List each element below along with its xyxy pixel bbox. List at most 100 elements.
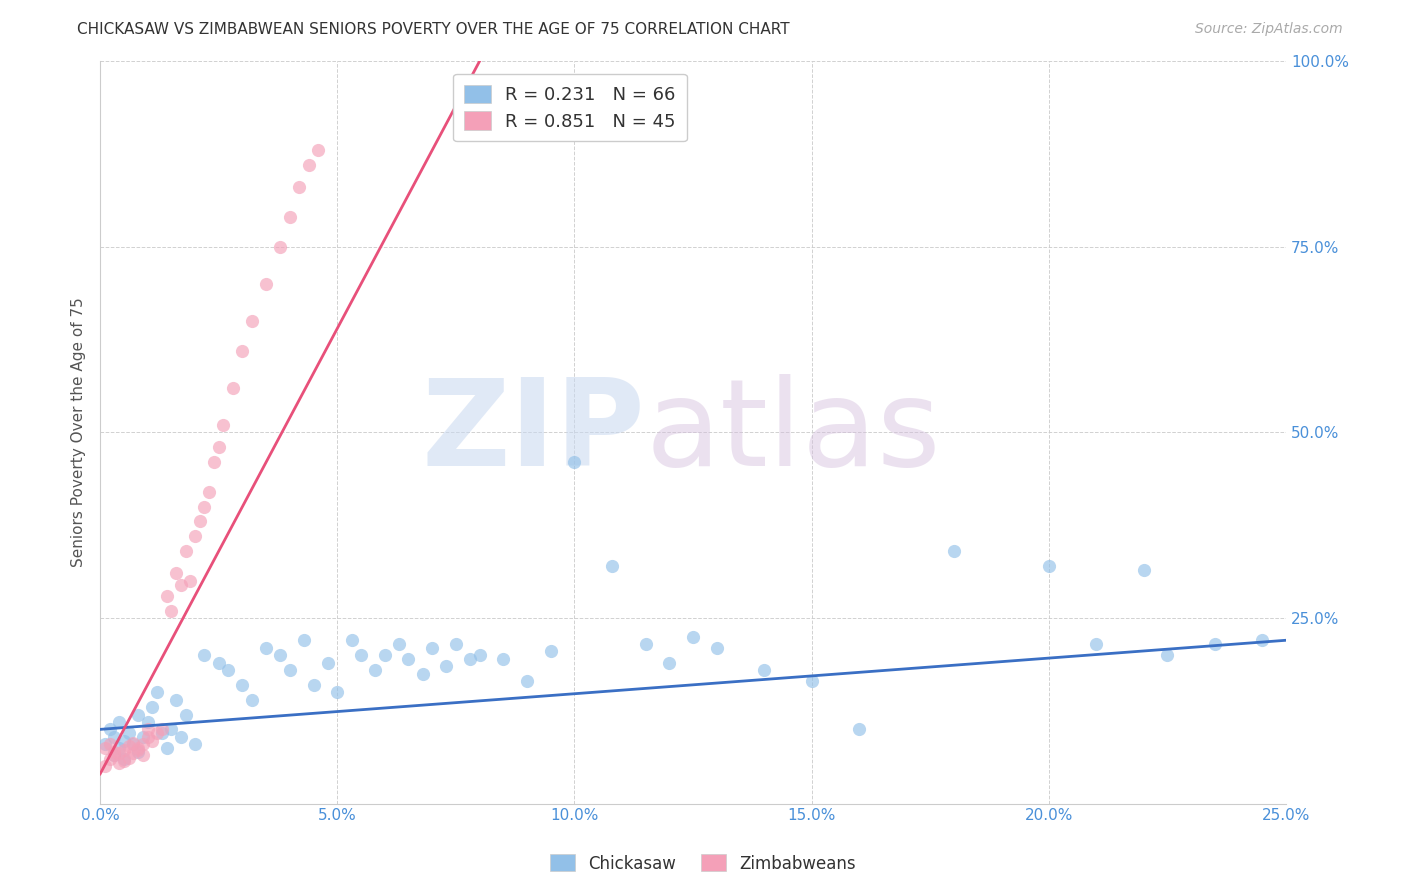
Point	[98, 752, 121, 766]
Point	[412, 666, 434, 681]
Point	[127, 707, 149, 722]
Point	[1204, 637, 1226, 651]
Point	[103, 748, 125, 763]
Point	[146, 685, 169, 699]
Point	[132, 730, 155, 744]
Point	[170, 730, 193, 744]
Point	[155, 589, 177, 603]
Point	[184, 737, 207, 751]
Point	[458, 652, 481, 666]
Point	[298, 158, 321, 172]
Point	[240, 692, 263, 706]
Point	[269, 648, 291, 662]
Point	[127, 745, 149, 759]
Point	[212, 417, 235, 432]
Point	[108, 714, 131, 729]
Point	[117, 739, 139, 753]
Point	[254, 640, 277, 655]
Point	[516, 674, 538, 689]
Point	[269, 240, 291, 254]
Point	[292, 633, 315, 648]
Point	[208, 440, 231, 454]
Point	[112, 743, 135, 757]
Legend: Chickasaw, Zimbabweans: Chickasaw, Zimbabweans	[543, 847, 863, 880]
Point	[222, 381, 245, 395]
Point	[564, 455, 586, 469]
Text: ZIP: ZIP	[422, 374, 645, 491]
Point	[174, 707, 197, 722]
Point	[155, 740, 177, 755]
Point	[98, 737, 121, 751]
Point	[136, 714, 159, 729]
Point	[1132, 563, 1154, 577]
Point	[136, 730, 159, 744]
Point	[184, 529, 207, 543]
Point	[444, 637, 467, 651]
Point	[150, 723, 173, 737]
Point	[288, 180, 311, 194]
Point	[170, 577, 193, 591]
Point	[122, 746, 145, 760]
Point	[434, 659, 457, 673]
Point	[198, 484, 221, 499]
Point	[98, 723, 121, 737]
Point	[208, 656, 231, 670]
Point	[179, 574, 201, 588]
Point	[1038, 559, 1060, 574]
Point	[103, 730, 125, 744]
Point	[108, 756, 131, 770]
Point	[112, 754, 135, 768]
Point	[94, 740, 117, 755]
Point	[127, 743, 149, 757]
Point	[108, 746, 131, 760]
Point	[132, 748, 155, 763]
Point	[468, 648, 491, 662]
Point	[942, 544, 965, 558]
Point	[146, 726, 169, 740]
Legend: R = 0.231   N = 66, R = 0.851   N = 45: R = 0.231 N = 66, R = 0.851 N = 45	[453, 74, 686, 142]
Point	[848, 723, 870, 737]
Point	[94, 737, 117, 751]
Point	[278, 663, 301, 677]
Point	[150, 726, 173, 740]
Point	[1085, 637, 1108, 651]
Point	[141, 700, 163, 714]
Text: atlas: atlas	[645, 374, 941, 491]
Point	[602, 559, 624, 574]
Point	[165, 566, 187, 581]
Point	[122, 736, 145, 750]
Point	[132, 737, 155, 751]
Point	[254, 277, 277, 291]
Point	[634, 637, 657, 651]
Point	[398, 652, 420, 666]
Point	[122, 737, 145, 751]
Y-axis label: Seniors Poverty Over the Age of 75: Seniors Poverty Over the Age of 75	[72, 298, 86, 567]
Point	[136, 723, 159, 737]
Point	[112, 733, 135, 747]
Point	[160, 723, 183, 737]
Point	[117, 750, 139, 764]
Point	[540, 644, 562, 658]
Point	[420, 640, 443, 655]
Point	[800, 674, 823, 689]
Point	[340, 633, 363, 648]
Point	[202, 455, 225, 469]
Point	[94, 759, 117, 773]
Text: CHICKASAW VS ZIMBABWEAN SENIORS POVERTY OVER THE AGE OF 75 CORRELATION CHART: CHICKASAW VS ZIMBABWEAN SENIORS POVERTY …	[77, 22, 790, 37]
Point	[108, 740, 131, 755]
Point	[350, 648, 373, 662]
Point	[127, 740, 149, 755]
Point	[160, 604, 183, 618]
Point	[492, 652, 515, 666]
Point	[188, 515, 211, 529]
Point	[193, 500, 215, 514]
Point	[141, 733, 163, 747]
Point	[217, 663, 239, 677]
Point	[316, 656, 339, 670]
Point	[117, 726, 139, 740]
Point	[174, 544, 197, 558]
Point	[658, 656, 681, 670]
Point	[1156, 648, 1178, 662]
Point	[307, 143, 329, 157]
Point	[1251, 633, 1274, 648]
